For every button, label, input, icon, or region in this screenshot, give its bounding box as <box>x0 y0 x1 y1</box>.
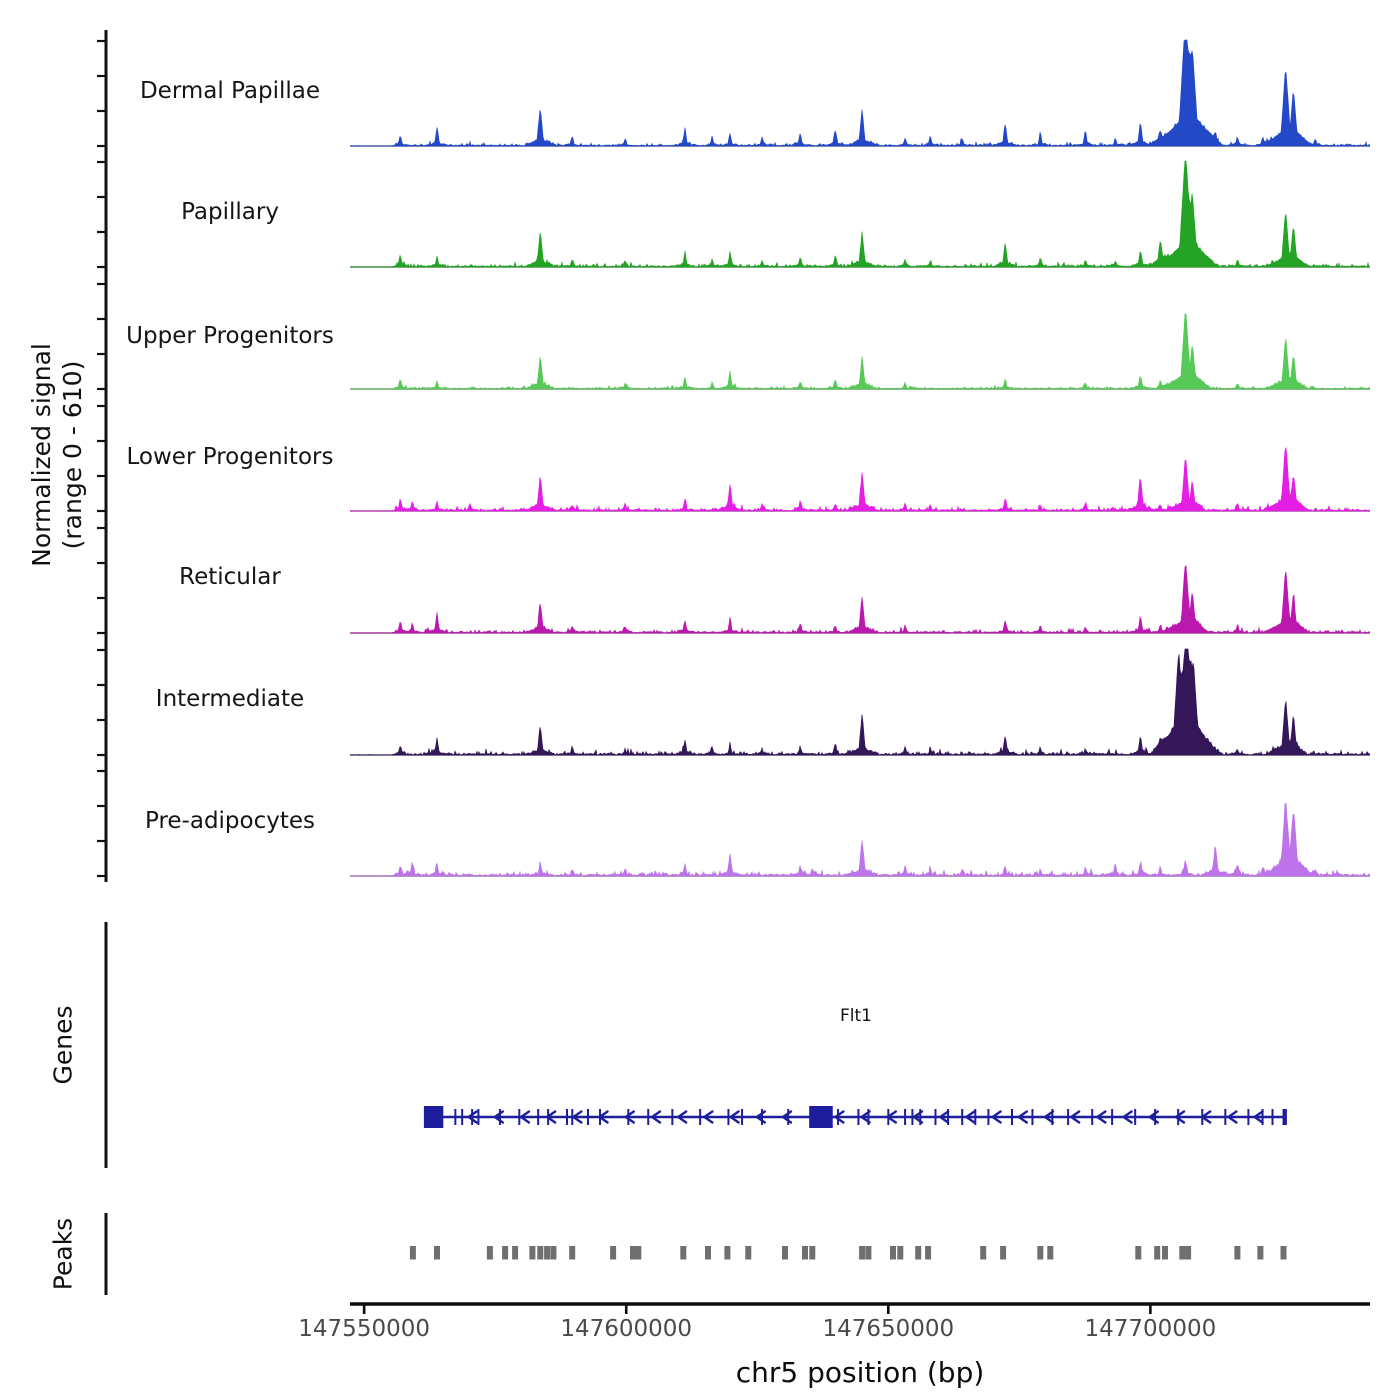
peak-box <box>486 1246 493 1260</box>
peak-box <box>925 1246 932 1260</box>
x-axis-title: chr5 position (bp) <box>735 1356 985 1389</box>
peak-box <box>915 1246 922 1260</box>
genes-section-label: Genes <box>48 1005 78 1085</box>
peak-box <box>782 1246 788 1260</box>
peak-box <box>1179 1246 1186 1260</box>
peak-box <box>529 1246 536 1260</box>
peak-box <box>897 1246 904 1260</box>
signal-area-5 <box>350 648 1370 757</box>
peak-box <box>630 1246 636 1260</box>
peak-box <box>1047 1246 1054 1260</box>
peak-box <box>809 1246 816 1260</box>
peak-box <box>890 1246 896 1260</box>
x-axis <box>350 1302 1370 1314</box>
peak-box <box>1162 1246 1168 1260</box>
x-tick-label-0: 147550000 <box>298 1316 430 1342</box>
peaks-track-plot <box>409 1246 1287 1260</box>
signal-axis-label-line1: Normalized signal <box>27 343 56 567</box>
signal-area-6 <box>350 802 1370 877</box>
x-tick-label-3: 147700000 <box>1084 1316 1217 1342</box>
signal-area-3 <box>350 447 1370 513</box>
track-label-upper-progenitors: Upper Progenitors <box>126 323 334 349</box>
track-label-reticular: Reticular <box>179 564 281 590</box>
peak-box <box>1154 1246 1161 1260</box>
x-tick-label-2: 147650000 <box>822 1316 955 1342</box>
peak-box <box>1000 1246 1007 1260</box>
peak-box <box>1135 1246 1142 1260</box>
peak-box <box>1234 1246 1241 1260</box>
peak-box <box>502 1246 509 1260</box>
peaks-section-label: Peaks <box>48 1217 78 1291</box>
peak-box <box>1280 1246 1287 1260</box>
track-label-dermal-papillae: Dermal Papillae <box>139 78 321 104</box>
signal-area-2 <box>350 313 1370 390</box>
peak-box <box>724 1246 731 1260</box>
signal-tracks-plot <box>350 39 1370 877</box>
peak-box <box>865 1246 872 1260</box>
gene-track-plot <box>423 1106 1287 1128</box>
peak-box <box>544 1246 551 1260</box>
x-axis-tick-labels: 147550000 147600000 147650000 147700000 <box>0 1316 1400 1346</box>
track-label-intermediate: Intermediate <box>155 686 305 712</box>
peak-box <box>434 1246 440 1260</box>
peak-box <box>680 1246 687 1260</box>
peak-box <box>802 1246 808 1260</box>
peak-box <box>705 1246 711 1260</box>
peak-box <box>569 1246 576 1260</box>
peak-box <box>610 1246 617 1260</box>
peak-box <box>409 1246 416 1260</box>
peak-box <box>859 1246 866 1260</box>
signal-axis-label-line2: (range 0 - 610) <box>58 360 87 550</box>
peak-box <box>1037 1246 1044 1260</box>
signal-area-0 <box>350 39 1370 147</box>
signal-axis-label: Normalized signal (range 0 - 610) <box>26 343 88 567</box>
track-label-pre-adipocytes: Pre-adipocytes <box>144 808 316 834</box>
peak-box <box>1257 1246 1264 1260</box>
signal-area-1 <box>350 160 1370 269</box>
x-tick-label-1: 147600000 <box>560 1316 693 1342</box>
peak-box <box>1185 1246 1192 1260</box>
peak-box <box>980 1246 987 1260</box>
gene-name-label: Flt1 <box>840 1006 872 1026</box>
peak-box <box>550 1246 557 1260</box>
peak-box <box>745 1246 752 1260</box>
track-label-papillary: Papillary <box>181 199 279 225</box>
peak-box <box>635 1246 642 1260</box>
peak-box <box>512 1246 519 1260</box>
track-label-lower-progenitors: Lower Progenitors <box>126 444 334 470</box>
signal-area-4 <box>350 564 1370 634</box>
peak-box <box>537 1246 544 1260</box>
